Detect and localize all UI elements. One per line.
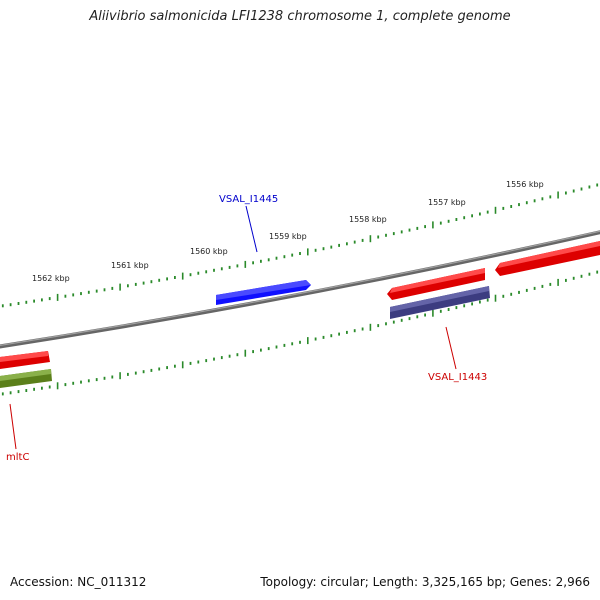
scale-label-1560: 1560 kbp [190,247,228,256]
vsal-i1445-leader [245,205,258,253]
gene-label-mltc: mltC [6,452,29,463]
scale-label-1558: 1558 kbp [349,215,387,224]
summary-text: Topology: circular; Length: 3,325,165 bp… [260,575,590,589]
gene-forward-left[interactable] [0,351,50,369]
gene-forward-right-2[interactable] [495,241,600,276]
gene-vsal-i1445[interactable] [216,280,311,305]
map-title: Aliivibrio salmonicida LFI1238 chromosom… [89,9,511,24]
scale-label-1557: 1557 kbp [428,198,466,207]
vsal-i1443-leader [445,326,457,370]
gene-forward-right-1[interactable] [387,268,485,300]
scale-label-1561: 1561 kbp [111,261,149,270]
gene-mltc[interactable] [0,369,52,388]
accession-text: Accession: NC_011312 [10,575,147,589]
mltc-leader [9,403,17,450]
gene-label-vsal-i1445: VSAL_I1445 [219,194,278,205]
chromosome-backbone-highlight [0,230,600,347]
chromosome-backbone [0,230,600,349]
inner-scale-ring [1,270,599,396]
scale-label-1559: 1559 kbp [269,232,307,241]
gene-vsal-i1443[interactable] [390,286,490,319]
outer-scale-ring [1,183,599,308]
scale-label-1556: 1556 kbp [506,180,544,189]
scale-label-1562: 1562 kbp [32,274,70,283]
gene-label-vsal-i1443: VSAL_I1443 [428,372,487,383]
